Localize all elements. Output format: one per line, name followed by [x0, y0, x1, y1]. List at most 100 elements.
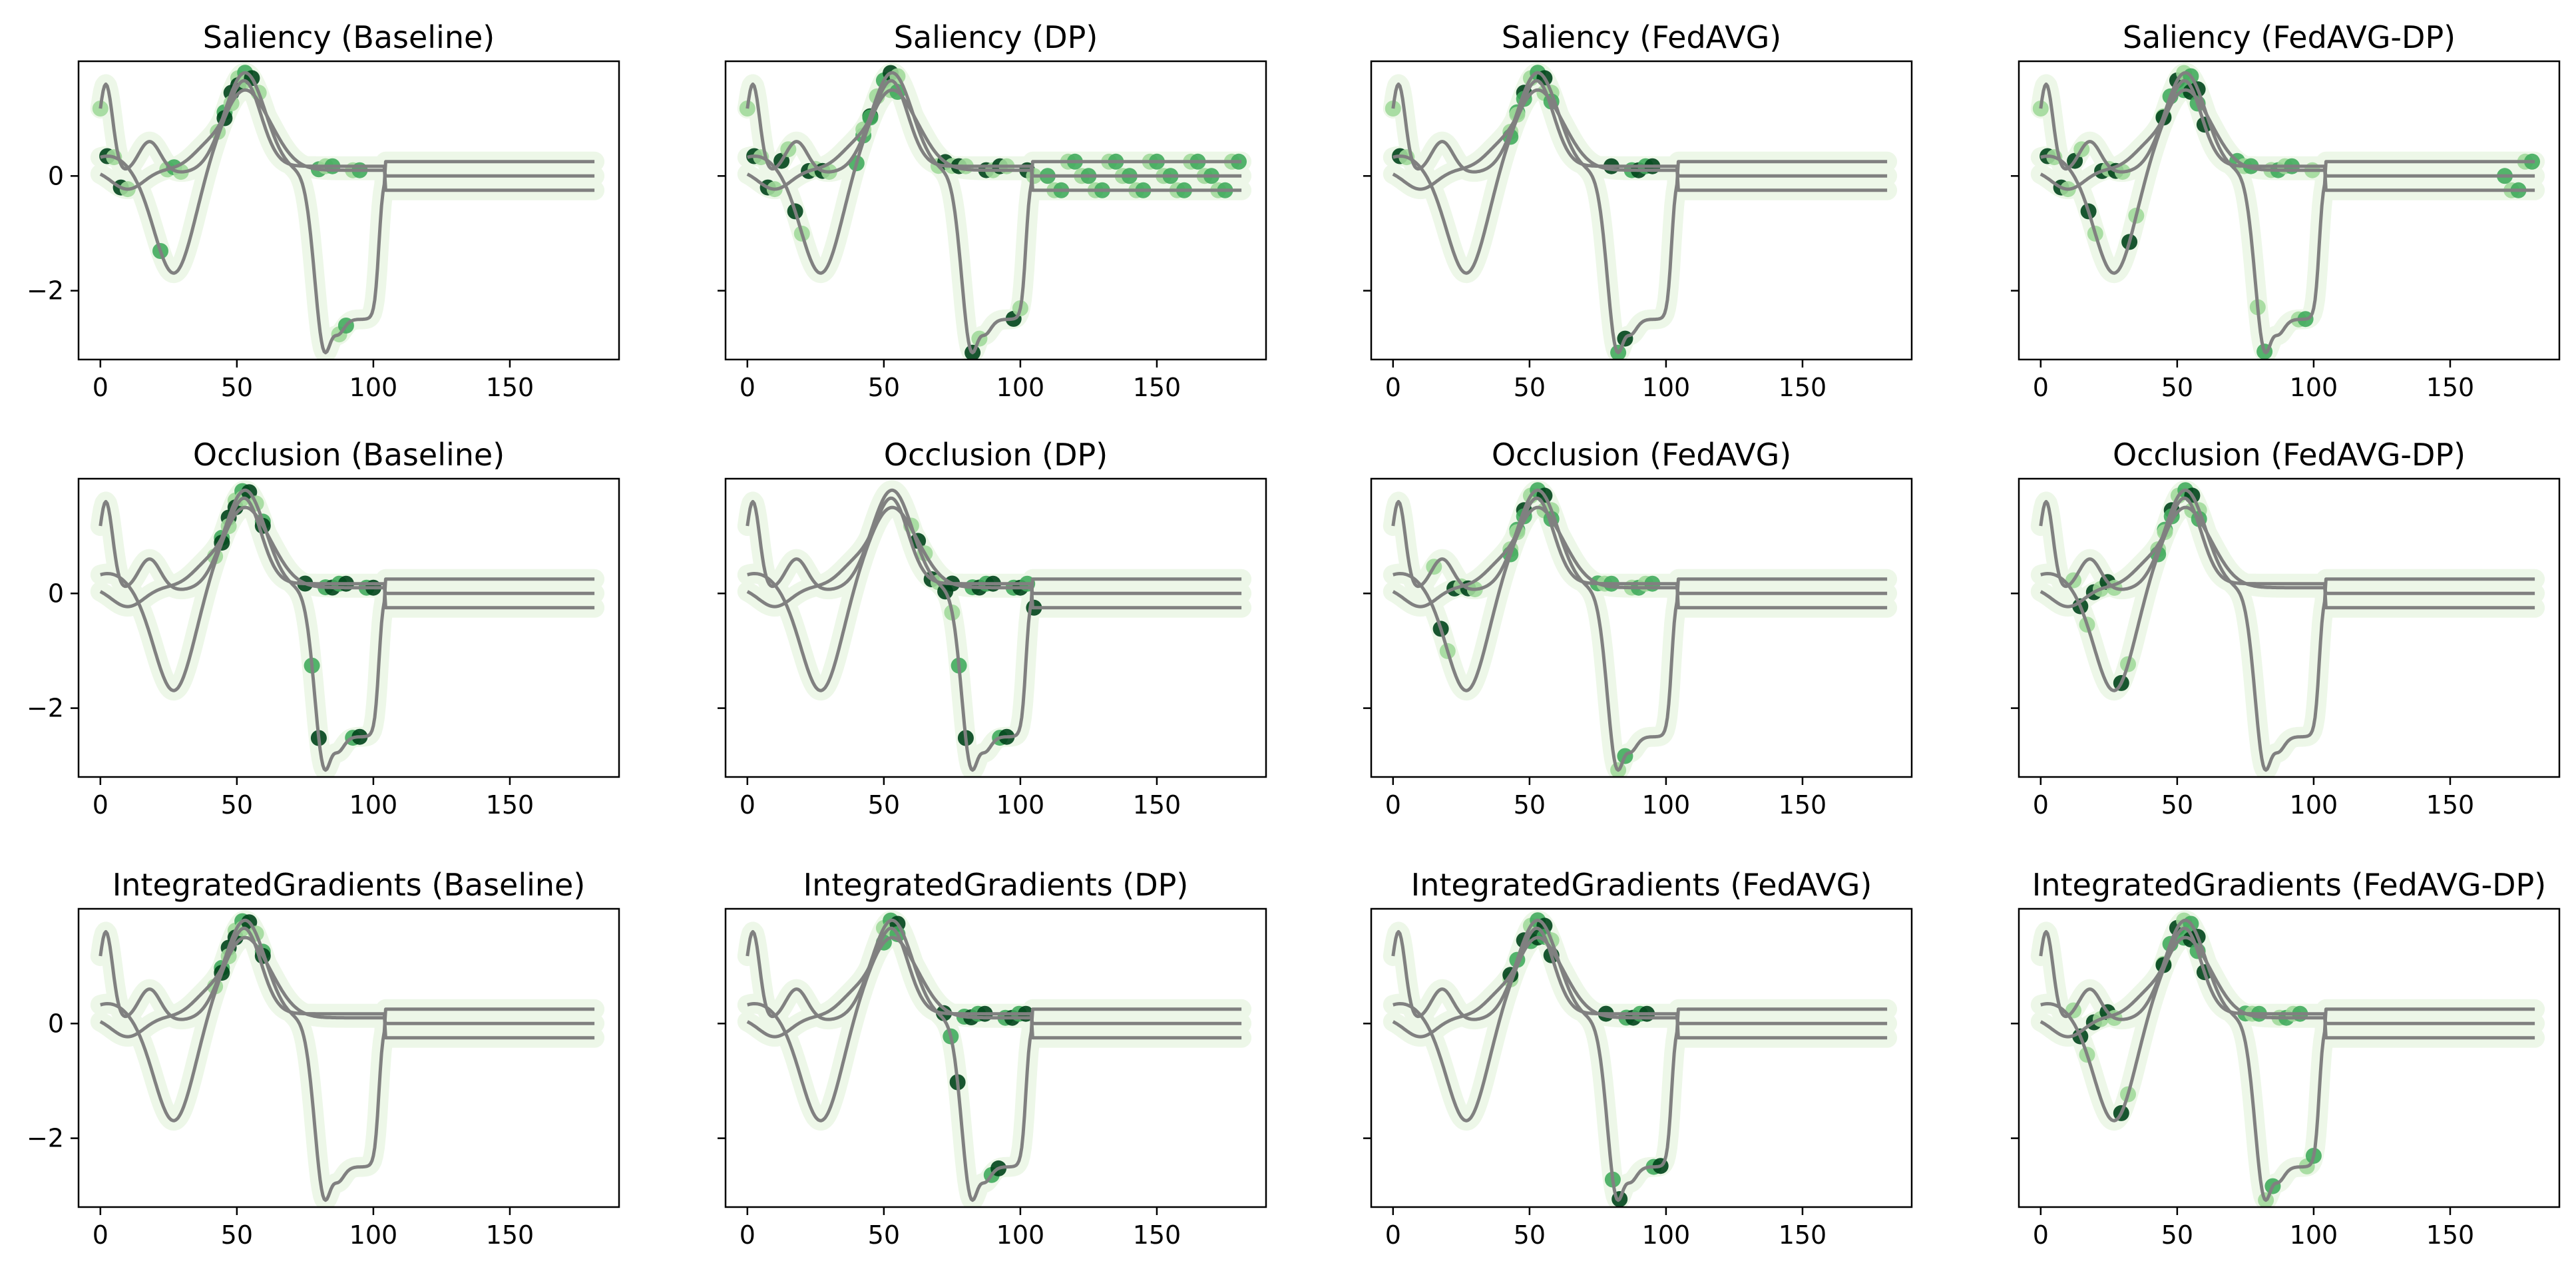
axes-frame: [1370, 477, 1913, 778]
x-tick-label: 100: [996, 1220, 1045, 1250]
attribution-halo-1: [2030, 910, 2545, 1207]
signal-line-1: [1391, 488, 1888, 772]
axes-frame: [77, 907, 620, 1208]
plot-area: [1383, 63, 1898, 360]
signal-line-1: [2039, 71, 2535, 355]
signal-line-2: [1393, 88, 1888, 275]
signal-line-3: [99, 926, 595, 1040]
x-tick-label: 50: [1514, 373, 1546, 402]
subplot-2: Saliency (DP) 0 50 100 150: [718, 19, 1267, 402]
signal-line-2: [100, 88, 595, 275]
x-tick-label: 100: [349, 373, 398, 402]
x-tick-label: 150: [486, 790, 535, 820]
attribution-halo-1: [2030, 63, 2545, 360]
attribution-halo-1: [2030, 480, 2545, 777]
subplot-10: IntegratedGradients (DP) 0 50 100 150: [718, 867, 1267, 1250]
signal-line-3: [1392, 926, 1888, 1040]
axes-frame: [724, 60, 1267, 361]
signal-line-1: [746, 918, 1242, 1202]
signal-line-3: [99, 79, 595, 192]
x-tick-label: 0: [740, 790, 755, 820]
attribution-halo-1: [1383, 63, 1898, 360]
signal-line-1: [99, 71, 595, 355]
x-tick-label: 150: [1133, 1220, 1181, 1250]
plot-area: [90, 63, 605, 360]
signal-line-2: [100, 935, 595, 1123]
plot-area: [2030, 63, 2545, 360]
x-tick-label: 50: [1514, 790, 1546, 820]
y-tick-label: −2: [27, 276, 64, 306]
axes-frame: [77, 60, 620, 361]
x-tick-label: 150: [1133, 373, 1181, 402]
signal-line-2: [2040, 505, 2535, 692]
x-tick-label: 50: [868, 790, 900, 820]
axes-frame: [2018, 907, 2561, 1208]
x-tick-label: 50: [868, 1220, 900, 1250]
x-tick-label: 150: [1779, 373, 1827, 402]
subplot-1: Saliency (Baseline) 0 50 100 150 0 −2: [27, 19, 620, 402]
signal-line-1: [746, 488, 1242, 772]
x-tick-label: 0: [93, 790, 108, 820]
signal-line-2: [747, 935, 1242, 1123]
subplot-title: Occlusion (Baseline): [193, 437, 505, 473]
y-tick-label: 0: [48, 1009, 64, 1038]
attribution-halo-1: [1383, 910, 1898, 1207]
signal-line-3: [746, 496, 1242, 610]
x-tick-label: 150: [1779, 1220, 1827, 1250]
signal-line-3: [2039, 926, 2535, 1040]
signal-line-3: [1392, 79, 1888, 192]
axes-frame: [1370, 907, 1913, 1208]
attribution-halo-1: [90, 63, 605, 360]
subplot-title: IntegratedGradients (DP): [803, 867, 1189, 903]
x-tick-label: 100: [2290, 373, 2338, 402]
x-tick-label: 100: [1642, 790, 1691, 820]
signal-line-2: [100, 505, 595, 692]
x-tick-label: 0: [740, 373, 755, 402]
x-tick-label: 0: [93, 1220, 108, 1250]
subplot-title: Saliency (FedAVG): [1502, 19, 1782, 55]
signal-line-3: [746, 79, 1242, 192]
signal-line-2: [2040, 88, 2535, 275]
y-tick-label: 0: [48, 161, 64, 190]
signal-line-2: [1393, 935, 1888, 1123]
x-tick-label: 50: [868, 373, 900, 402]
x-tick-label: 50: [2161, 1220, 2193, 1250]
x-tick-label: 100: [2290, 790, 2338, 820]
y-tick-label: 0: [48, 579, 64, 608]
plot-area: [737, 63, 1252, 360]
x-tick-label: 150: [2426, 790, 2475, 820]
plot-area: [1383, 910, 1898, 1207]
plot-area: [1383, 480, 1898, 777]
x-tick-label: 0: [1385, 790, 1401, 820]
subplot-3: Saliency (FedAVG) 0 50 100 150: [1363, 19, 1913, 402]
subplot-title: Saliency (Baseline): [203, 19, 495, 55]
subplot-7: Occlusion (FedAVG) 0 50 100 150: [1363, 437, 1913, 820]
x-tick-label: 0: [2033, 790, 2049, 820]
signal-line-2: [747, 88, 1242, 275]
signal-line-3: [1392, 496, 1888, 610]
signal-line-1: [2039, 918, 2535, 1202]
x-tick-label: 150: [2426, 1220, 2475, 1250]
subplot-5: Occlusion (Baseline) 0 50 100 150 0 −2: [27, 437, 620, 820]
attribution-halo-1: [737, 480, 1252, 777]
subplot-title: IntegratedGradients (FedAVG-DP): [2032, 867, 2546, 903]
subplot-9: IntegratedGradients (Baseline) 0 50 100 150 0…: [27, 867, 620, 1250]
signal-line-2: [747, 505, 1242, 692]
plot-area: [90, 910, 605, 1207]
subplot-8: Occlusion (FedAVG-DP) 0 50 100 150: [2011, 437, 2561, 820]
attribution-halo-1: [737, 910, 1252, 1207]
axes-frame: [77, 477, 620, 778]
attribution-halo-1: [90, 910, 605, 1207]
x-tick-label: 100: [349, 1220, 398, 1250]
signal-line-3: [2039, 496, 2535, 610]
signal-line-2: [1393, 505, 1888, 692]
attribution-halo-1: [90, 480, 605, 777]
signal-line-3: [99, 496, 595, 610]
subplot-title: IntegratedGradients (Baseline): [112, 867, 586, 903]
x-tick-label: 150: [2426, 373, 2475, 402]
x-tick-label: 100: [2290, 1220, 2338, 1250]
attribution-halo-1: [737, 63, 1252, 360]
x-tick-label: 50: [2161, 373, 2193, 402]
x-tick-label: 100: [996, 790, 1045, 820]
signal-line-1: [2039, 488, 2535, 772]
